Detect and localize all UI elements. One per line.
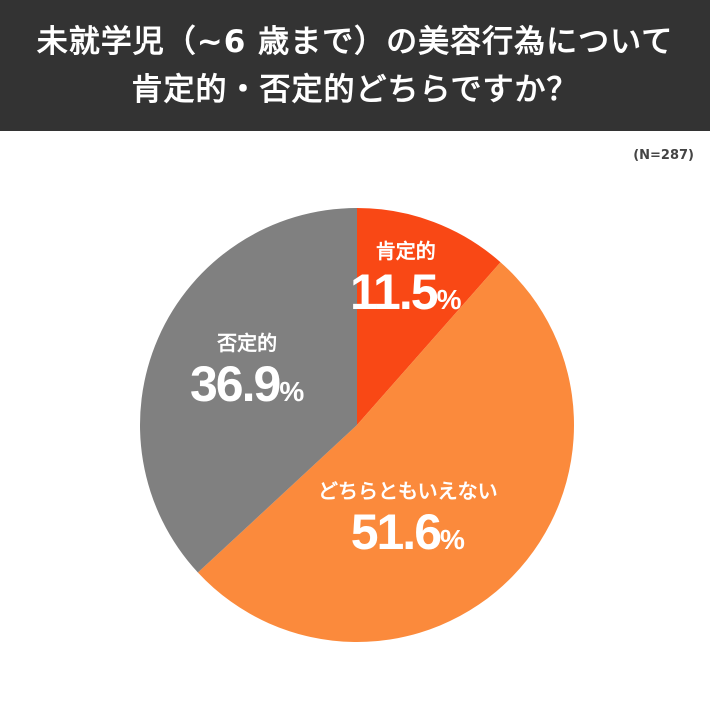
slice-label-negative: 否定的 36.9% bbox=[190, 330, 304, 420]
slice-percentage: 11.5% bbox=[350, 264, 462, 320]
slice-percentage: 36.9% bbox=[190, 356, 305, 412]
slice-label-neutral: どちらともいえない 51.6% bbox=[318, 478, 498, 568]
chart-title-line-1: 未就学児（~6 歳まで）の美容行為について bbox=[36, 23, 674, 60]
slice-percentage: 51.6% bbox=[350, 504, 465, 560]
chart-title-banner: 未就学児（~6 歳まで）の美容行為について 肯定的・否定的どちらですか？ bbox=[0, 0, 710, 131]
slice-category: 否定的 bbox=[217, 331, 278, 355]
sample-size-note: (N=287) bbox=[633, 148, 694, 163]
chart-title-line-2: 肯定的・否定的どちらですか？ bbox=[131, 71, 579, 108]
slice-label-positive: 肯定的 11.5% bbox=[350, 238, 461, 328]
slice-neutral bbox=[197, 262, 575, 643]
slice-category: どちらともいえない bbox=[318, 479, 498, 503]
slice-negative bbox=[139, 208, 357, 573]
slice-category: 肯定的 bbox=[375, 239, 436, 263]
slice-positive bbox=[357, 208, 501, 425]
pie-slices bbox=[139, 208, 575, 643]
